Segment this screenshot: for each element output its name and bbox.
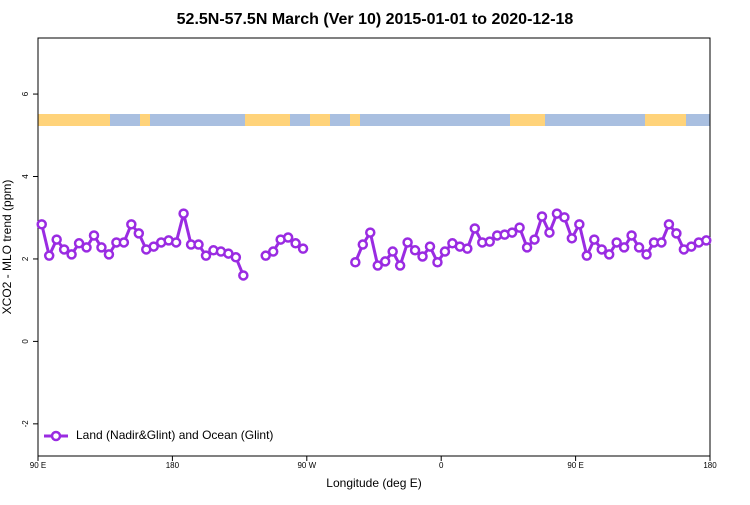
point — [409, 245, 421, 256]
point — [521, 242, 533, 253]
point — [633, 242, 645, 253]
plot-frame — [37, 37, 711, 457]
point — [357, 239, 369, 250]
point — [170, 237, 182, 248]
land-ocean-strip — [38, 114, 710, 126]
x-axis-label: Longitude (deg E) — [326, 476, 421, 490]
point — [641, 249, 652, 260]
point — [103, 249, 115, 260]
x-tick-label: 0 — [439, 461, 444, 470]
point — [230, 252, 242, 263]
x-tick-label: 90 W — [297, 461, 316, 470]
point — [51, 234, 62, 245]
point — [260, 250, 271, 261]
point — [379, 256, 391, 267]
point — [88, 230, 100, 241]
chart-title: 52.5N-57.5N March (Ver 10) 2015-01-01 to… — [177, 11, 574, 28]
point — [43, 250, 55, 261]
point — [350, 257, 361, 268]
point — [365, 227, 376, 238]
point — [574, 219, 585, 230]
point — [656, 237, 667, 248]
y-tick-label: 0 — [21, 339, 30, 344]
point — [394, 260, 406, 271]
point — [126, 219, 137, 230]
point — [663, 219, 675, 230]
legend-label: Land (Nadir&Glint) and Ocean (Glint) — [76, 428, 273, 442]
x-tick-label: 90 E — [30, 461, 46, 470]
point — [469, 223, 481, 234]
point — [559, 212, 570, 223]
point — [417, 251, 428, 262]
point — [424, 241, 436, 252]
point — [58, 244, 70, 255]
point — [589, 234, 600, 245]
point — [671, 228, 682, 239]
point — [290, 238, 301, 249]
point — [73, 238, 85, 249]
point — [36, 219, 47, 230]
point — [566, 233, 578, 244]
point — [118, 237, 130, 248]
y-tick-label: 2 — [21, 256, 30, 261]
y-tick-label: -2 — [21, 420, 30, 428]
point — [238, 270, 249, 281]
point — [178, 208, 189, 219]
y-tick-label: 6 — [21, 91, 30, 96]
point — [581, 250, 593, 261]
point — [267, 246, 279, 257]
point — [402, 237, 413, 248]
point — [544, 227, 555, 238]
y-tick-label: 4 — [21, 174, 30, 179]
point — [536, 211, 548, 222]
point — [432, 257, 443, 268]
point — [148, 241, 159, 252]
point — [596, 244, 607, 255]
point — [514, 222, 525, 233]
point — [200, 250, 212, 261]
point — [701, 235, 712, 246]
point — [618, 242, 630, 253]
point — [387, 246, 398, 257]
point — [133, 228, 145, 239]
point — [439, 246, 451, 257]
point — [611, 237, 622, 248]
point — [96, 242, 107, 253]
x-tick-label: 90 E — [567, 461, 583, 470]
point — [506, 227, 518, 238]
point — [297, 243, 309, 254]
y-axis-label: XCO2 - MLO trend (ppm) — [0, 180, 14, 315]
x-tick-label: 180 — [703, 461, 717, 470]
legend-marker — [50, 430, 62, 442]
point — [484, 236, 495, 247]
point — [372, 260, 383, 271]
x-tick-label: 180 — [166, 461, 180, 470]
point — [81, 242, 92, 253]
point — [66, 249, 77, 260]
point — [603, 249, 615, 260]
point — [626, 230, 637, 241]
point — [462, 243, 473, 254]
point — [193, 239, 204, 250]
point — [686, 241, 697, 252]
point — [282, 232, 294, 243]
point — [529, 234, 540, 245]
